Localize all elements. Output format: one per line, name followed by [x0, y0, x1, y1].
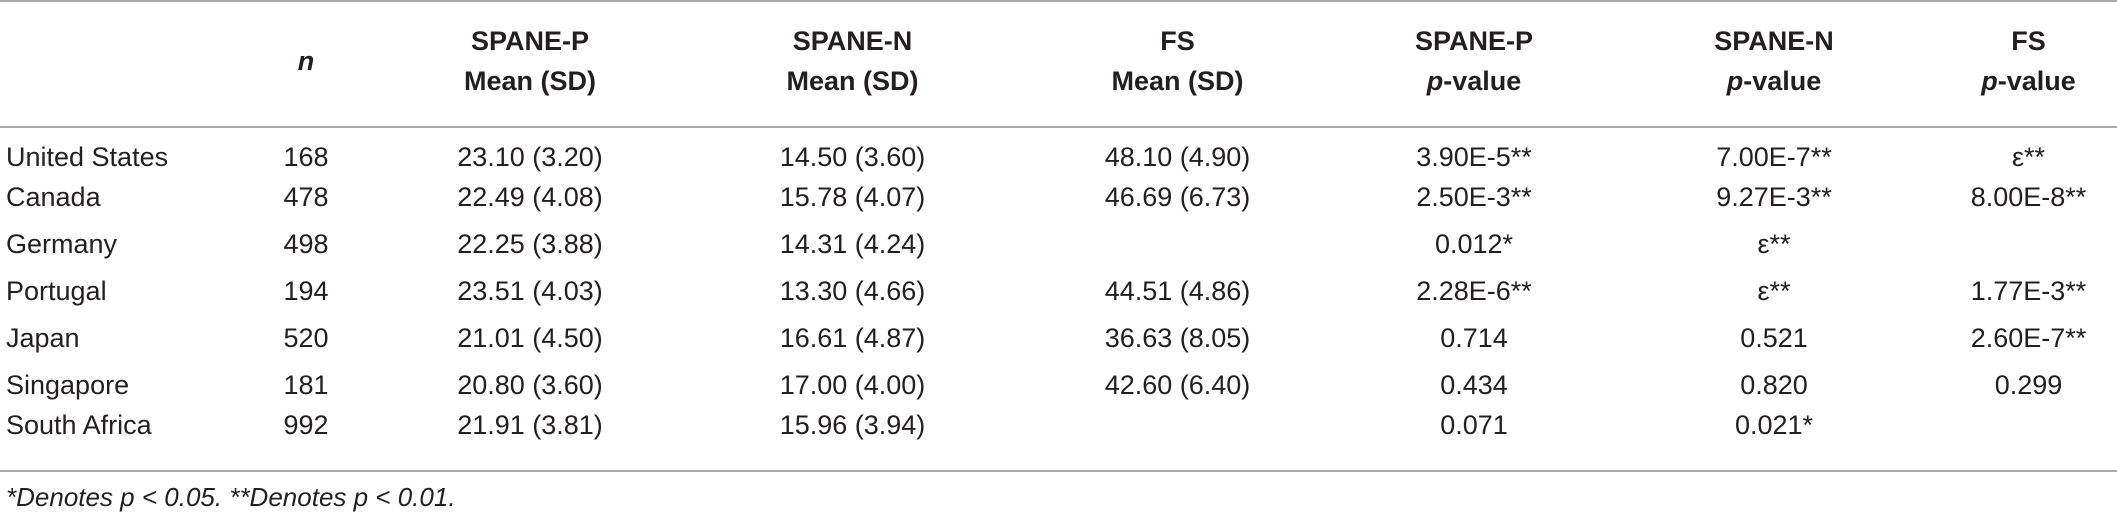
cell-p-spane-p: 2.50E-3** [1416, 182, 1532, 212]
cell-p-spane-p: 0.012* [1434, 229, 1514, 259]
cell-p-spane-n: 0.820 [1740, 370, 1808, 400]
cell-spane-n: 13.30 (4.66) [779, 276, 926, 306]
cell-p-fs [1940, 409, 2117, 456]
cell-spane-n: 17.00 (4.00) [779, 370, 926, 400]
cell-spane-p: 23.10 (3.20) [457, 141, 603, 172]
header-country [0, 0, 242, 128]
cell-spane-n: 15.78 (4.07) [779, 182, 926, 212]
header-fs-mean: FS Mean (SD) [1015, 0, 1340, 128]
cell-spane-p: 20.80 (3.60) [457, 370, 603, 400]
header-spane-n-pvalue: SPANE-N p-value [1608, 0, 1940, 128]
cell-spane-p: 22.49 (4.08) [457, 182, 603, 212]
cell-country: United States [6, 141, 169, 172]
cell-spane-p: 21.01 (4.50) [457, 323, 603, 353]
cell-fs: 44.51 (4.86) [1104, 276, 1251, 306]
header-spane-n-mean: SPANE-N Mean (SD) [690, 0, 1015, 128]
cell-country: Singapore [6, 370, 130, 400]
cell-p-spane-n: 0.021* [1734, 410, 1814, 440]
cell-n: 498 [283, 229, 329, 259]
footnote: *Denotes p < 0.05. **Denotes p < 0.01. [6, 482, 456, 512]
cell-spane-n: 14.50 (3.60) [779, 141, 926, 172]
cell-fs: 42.60 (6.40) [1104, 370, 1251, 400]
cell-p-fs: 0.299 [1994, 370, 2063, 400]
cell-p-spane-p: 0.071 [1440, 410, 1508, 440]
header-spane-p-pvalue: SPANE-P p-value [1340, 0, 1608, 128]
bottom-rule [0, 470, 2117, 472]
cell-p-fs: ε** [2011, 141, 2046, 172]
cell-p-spane-n: 7.00E-7** [1716, 141, 1832, 172]
cell-country: Germany [6, 229, 118, 259]
cell-spane-n: 15.96 (3.94) [779, 410, 926, 440]
cell-fs: 36.63 (8.05) [1104, 323, 1251, 353]
table-row: Singapore 181 20.80 (3.60) 17.00 (4.00) 42.6… [0, 362, 2117, 409]
cell-n: 520 [283, 323, 329, 353]
cell-spane-p: 22.25 (3.88) [457, 229, 603, 259]
table-row: Portugal 194 23.51 (4.03) 13.30 (4.66) 44.51… [0, 268, 2117, 315]
table-row: Canada 478 22.49 (4.08) 15.78 (4.07) 46.69 (… [0, 174, 2117, 221]
table-row: Germany 498 22.25 (3.88) 14.31 (4.24) 0.012*… [0, 221, 2117, 268]
table-body: United States 168 23.10 (3.20) 14.50 (3.60)… [0, 127, 2117, 456]
header-n: n [242, 0, 370, 128]
cell-p-fs: 2.60E-7** [1970, 323, 2087, 353]
cell-spane-n: 14.31 (4.24) [779, 229, 926, 259]
cell-p-fs: 1.77E-3** [1970, 276, 2087, 306]
header-row: n SPANE-P Mean (SD) SPANE-N Mean (SD) FS… [0, 0, 2117, 128]
cell-n: 478 [283, 182, 329, 212]
table-row: United States 168 23.10 (3.20) 14.50 (3.60)… [0, 127, 2117, 174]
cell-p-spane-n: ε** [1757, 276, 1791, 306]
cell-country: Portugal [6, 276, 107, 306]
cell-n: 168 [283, 141, 329, 172]
cell-p-fs [1940, 221, 2117, 268]
cell-p-spane-p: 0.434 [1440, 370, 1508, 400]
results-table: n SPANE-P Mean (SD) SPANE-N Mean (SD) FS… [0, 0, 2117, 456]
cell-n: 992 [283, 410, 329, 440]
table-row: Japan 520 21.01 (4.50) 16.61 (4.87) 36.63 (8… [0, 315, 2117, 362]
cell-p-spane-p: 0.714 [1440, 323, 1508, 353]
cell-country: South Africa [6, 410, 152, 440]
cell-p-spane-n: 0.521 [1740, 323, 1808, 353]
cell-p-spane-p: 3.90E-5** [1416, 141, 1532, 172]
cell-n: 181 [283, 370, 329, 400]
cell-n: 194 [283, 276, 329, 306]
cell-fs: 48.10 (4.90) [1104, 141, 1251, 172]
cell-spane-n: 16.61 (4.87) [779, 323, 926, 353]
cell-fs: 46.69 (6.73) [1104, 182, 1251, 212]
cell-p-spane-p: 2.28E-6** [1416, 276, 1532, 306]
cell-p-fs: 8.00E-8** [1970, 182, 2087, 212]
cell-country: Canada [6, 182, 101, 212]
cell-spane-p: 21.91 (3.81) [457, 410, 603, 440]
cell-country: Japan [6, 323, 80, 353]
cell-fs [1015, 409, 1340, 456]
table-row: South Africa 992 21.91 (3.81) 15.96 (3.94) 0… [0, 409, 2117, 456]
cell-p-spane-n: 9.27E-3** [1716, 182, 1832, 212]
cell-fs [1015, 221, 1340, 268]
cell-p-spane-n: ε** [1757, 229, 1791, 259]
header-spane-p-mean: SPANE-P Mean (SD) [370, 0, 690, 128]
header-fs-pvalue: FS p-value [1940, 0, 2117, 128]
cell-spane-p: 23.51 (4.03) [457, 276, 603, 306]
